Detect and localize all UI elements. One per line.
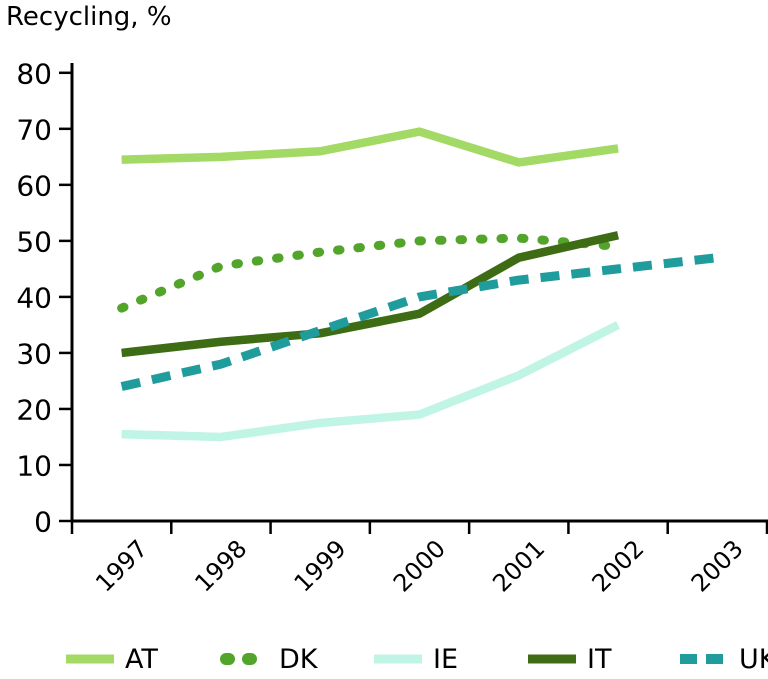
legend-label-dk: DK — [279, 643, 318, 675]
dk-line-swatch — [220, 653, 270, 665]
x-tick-label: 2001 — [487, 535, 550, 598]
y-tick-label: 60 — [16, 169, 52, 202]
y-tick-label: 70 — [16, 113, 52, 146]
x-tick-label: 1999 — [289, 535, 352, 598]
series-line-it — [121, 231, 620, 358]
chart-title: Recycling, % — [6, 2, 172, 32]
it-line-swatch — [528, 654, 576, 664]
series-line-uk — [120, 253, 718, 391]
x-tick-label: 1998 — [189, 535, 252, 598]
legend-item-it: IT — [526, 642, 611, 676]
y-tick-label: 0 — [34, 506, 52, 539]
legend-label-it: IT — [587, 643, 612, 675]
y-tick-label: 10 — [16, 449, 52, 482]
y-tick-label: 50 — [16, 225, 52, 258]
y-tick-label: 40 — [16, 281, 52, 314]
x-tick-label: 2003 — [686, 535, 749, 598]
series-line-at — [121, 127, 619, 167]
legend-label-uk: UK — [739, 643, 768, 675]
legend-label-ie: IE — [433, 643, 459, 675]
legend-item-ie: IE — [372, 642, 458, 676]
legend-item-at: AT — [64, 642, 158, 676]
legend-item-dk: DK — [218, 642, 318, 676]
series-line-ie — [121, 321, 620, 442]
uk-line-swatch — [680, 654, 728, 664]
x-tick-label: 1997 — [90, 535, 153, 598]
legend: AT DK IE IT UK — [0, 642, 768, 676]
x-tick-label: 2002 — [587, 535, 650, 598]
y-tick-label: 20 — [16, 393, 52, 426]
legend-label-at: AT — [125, 643, 158, 675]
y-tick-label: 80 — [16, 57, 52, 90]
ie-line-swatch — [374, 654, 422, 664]
y-tick-label: 30 — [16, 337, 52, 370]
x-tick-label: 2000 — [388, 535, 451, 598]
at-line-swatch — [66, 654, 114, 664]
legend-item-uk: UK — [678, 642, 768, 676]
